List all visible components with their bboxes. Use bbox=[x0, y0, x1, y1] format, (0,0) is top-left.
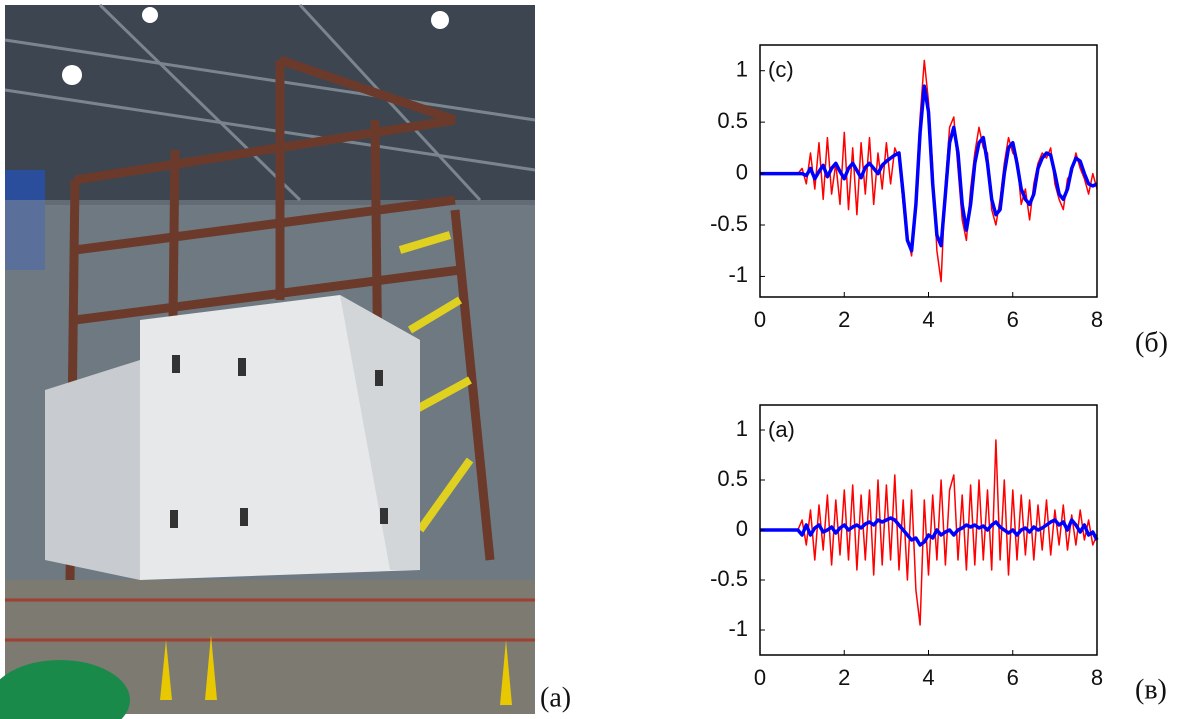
y-tick-label: -1 bbox=[728, 262, 748, 287]
panel-label: (в) bbox=[1135, 674, 1167, 705]
x-tick-label: 2 bbox=[838, 307, 850, 332]
x-tick-label: 2 bbox=[838, 665, 850, 690]
y-tick-label: -0.5 bbox=[710, 566, 748, 591]
y-tick-label: -1 bbox=[728, 616, 748, 641]
x-tick-label: 6 bbox=[1007, 307, 1019, 332]
x-tick-label: 8 bbox=[1091, 307, 1103, 332]
y-tick-label: 0 bbox=[736, 516, 748, 541]
y-tick-label: 0.5 bbox=[717, 108, 748, 133]
annotation: (c) bbox=[768, 57, 794, 82]
x-tick-label: 6 bbox=[1007, 665, 1019, 690]
x-tick-label: 0 bbox=[754, 665, 766, 690]
panel-label: (б) bbox=[1135, 327, 1168, 358]
y-tick-label: 1 bbox=[736, 57, 748, 82]
series-line bbox=[760, 516, 1099, 547]
series-line bbox=[760, 439, 1098, 626]
x-tick-label: 4 bbox=[922, 307, 934, 332]
annotation: (a) bbox=[768, 417, 795, 442]
y-tick-label: 0.5 bbox=[717, 466, 748, 491]
x-tick-label: 0 bbox=[754, 307, 766, 332]
y-tick-label: -0.5 bbox=[710, 211, 748, 236]
photo-label: (a) bbox=[540, 682, 571, 713]
y-tick-label: 0 bbox=[736, 159, 748, 184]
series-line bbox=[760, 84, 1098, 253]
plot-frame bbox=[759, 404, 1098, 656]
photo bbox=[0, 3, 536, 719]
x-tick-label: 8 bbox=[1091, 665, 1103, 690]
x-tick-label: 4 bbox=[922, 665, 934, 690]
y-tick-label: 1 bbox=[736, 416, 748, 441]
